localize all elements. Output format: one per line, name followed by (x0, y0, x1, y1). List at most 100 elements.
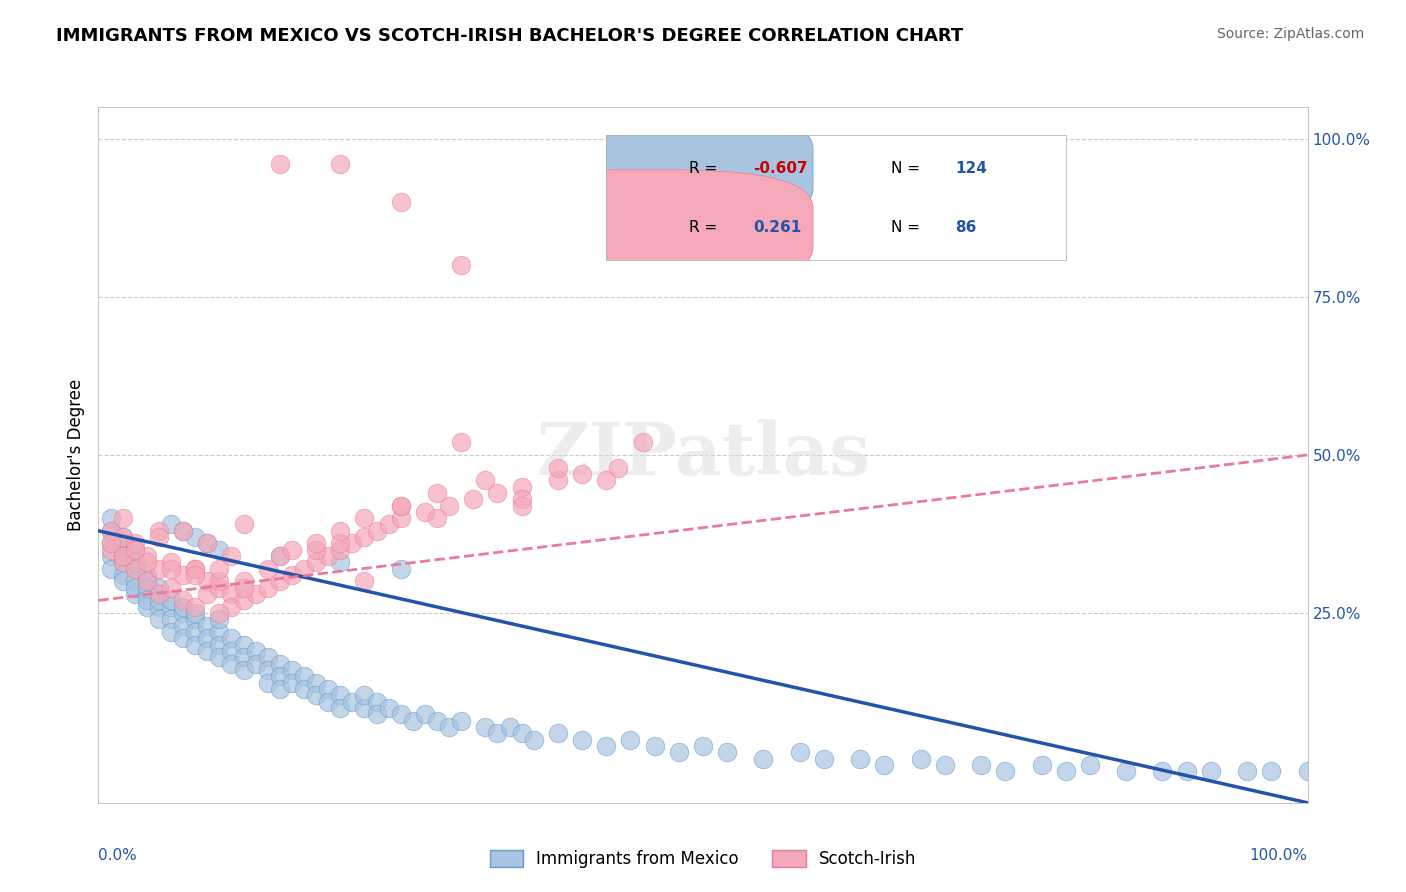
Point (366, 524, 388, 538)
Point (184, 562, 207, 576)
Point (413, 505, 436, 519)
Point (789, 745, 811, 759)
Point (135, 574, 157, 589)
Point (208, 606, 231, 620)
Point (486, 486, 509, 500)
Point (329, 536, 352, 550)
Point (353, 574, 375, 589)
Point (474, 720, 496, 734)
Point (619, 732, 641, 747)
Point (184, 599, 207, 614)
Point (342, 695, 364, 709)
Point (1175, 764, 1198, 779)
Point (172, 632, 194, 646)
Point (389, 707, 412, 722)
Point (221, 644, 243, 658)
Point (668, 745, 690, 759)
Point (245, 587, 267, 601)
Point (135, 599, 157, 614)
Point (752, 751, 775, 765)
Point (195, 536, 218, 550)
Point (135, 593, 157, 607)
Point (644, 739, 666, 753)
Point (160, 593, 183, 607)
Point (305, 688, 328, 702)
Point (256, 675, 278, 690)
Point (256, 650, 278, 665)
Point (100, 536, 122, 550)
Point (160, 556, 183, 570)
Point (148, 587, 170, 601)
Point (1054, 764, 1077, 779)
Point (970, 757, 993, 772)
Point (269, 657, 291, 671)
Point (474, 473, 496, 487)
Point (450, 714, 472, 728)
Point (366, 695, 388, 709)
Point (910, 751, 932, 765)
Point (111, 549, 134, 563)
Point (269, 574, 291, 589)
Point (1199, 764, 1222, 779)
Point (292, 562, 315, 576)
Point (100, 549, 122, 563)
Point (135, 587, 157, 601)
Point (184, 568, 207, 582)
Point (195, 632, 218, 646)
Point (148, 530, 170, 544)
Point (124, 587, 146, 601)
Point (148, 524, 170, 538)
Point (160, 517, 183, 532)
Point (571, 732, 593, 747)
Point (595, 473, 617, 487)
Point (124, 536, 146, 550)
Point (1296, 764, 1319, 779)
Point (172, 524, 194, 538)
Point (329, 701, 352, 715)
Point (305, 675, 328, 690)
Y-axis label: Bachelor's Degree: Bachelor's Degree (66, 379, 84, 531)
Point (692, 739, 714, 753)
Point (221, 549, 243, 563)
Point (124, 562, 146, 576)
Point (232, 650, 254, 665)
Point (221, 657, 243, 671)
Point (316, 681, 339, 696)
Point (221, 599, 243, 614)
Point (111, 542, 134, 557)
Point (353, 701, 375, 715)
Point (523, 732, 546, 747)
Point (172, 606, 194, 620)
Point (595, 739, 617, 753)
Point (269, 549, 291, 563)
Point (208, 562, 231, 576)
Point (426, 486, 449, 500)
Point (195, 644, 218, 658)
Point (873, 757, 896, 772)
Point (160, 599, 183, 614)
Point (510, 499, 533, 513)
Point (389, 499, 412, 513)
Point (245, 657, 267, 671)
Point (100, 562, 122, 576)
Point (148, 581, 170, 595)
Point (111, 511, 134, 525)
Point (160, 625, 183, 640)
Point (232, 663, 254, 677)
Point (377, 701, 399, 715)
Point (111, 530, 134, 544)
Point (124, 581, 146, 595)
Point (148, 587, 170, 601)
Point (148, 612, 170, 626)
Point (547, 726, 569, 740)
Point (111, 556, 134, 570)
Point (389, 511, 412, 525)
Point (100, 524, 122, 538)
Point (1078, 757, 1101, 772)
Point (316, 695, 339, 709)
Point (148, 562, 170, 576)
Point (292, 681, 315, 696)
Point (269, 549, 291, 563)
Point (547, 473, 569, 487)
Point (1260, 764, 1282, 779)
